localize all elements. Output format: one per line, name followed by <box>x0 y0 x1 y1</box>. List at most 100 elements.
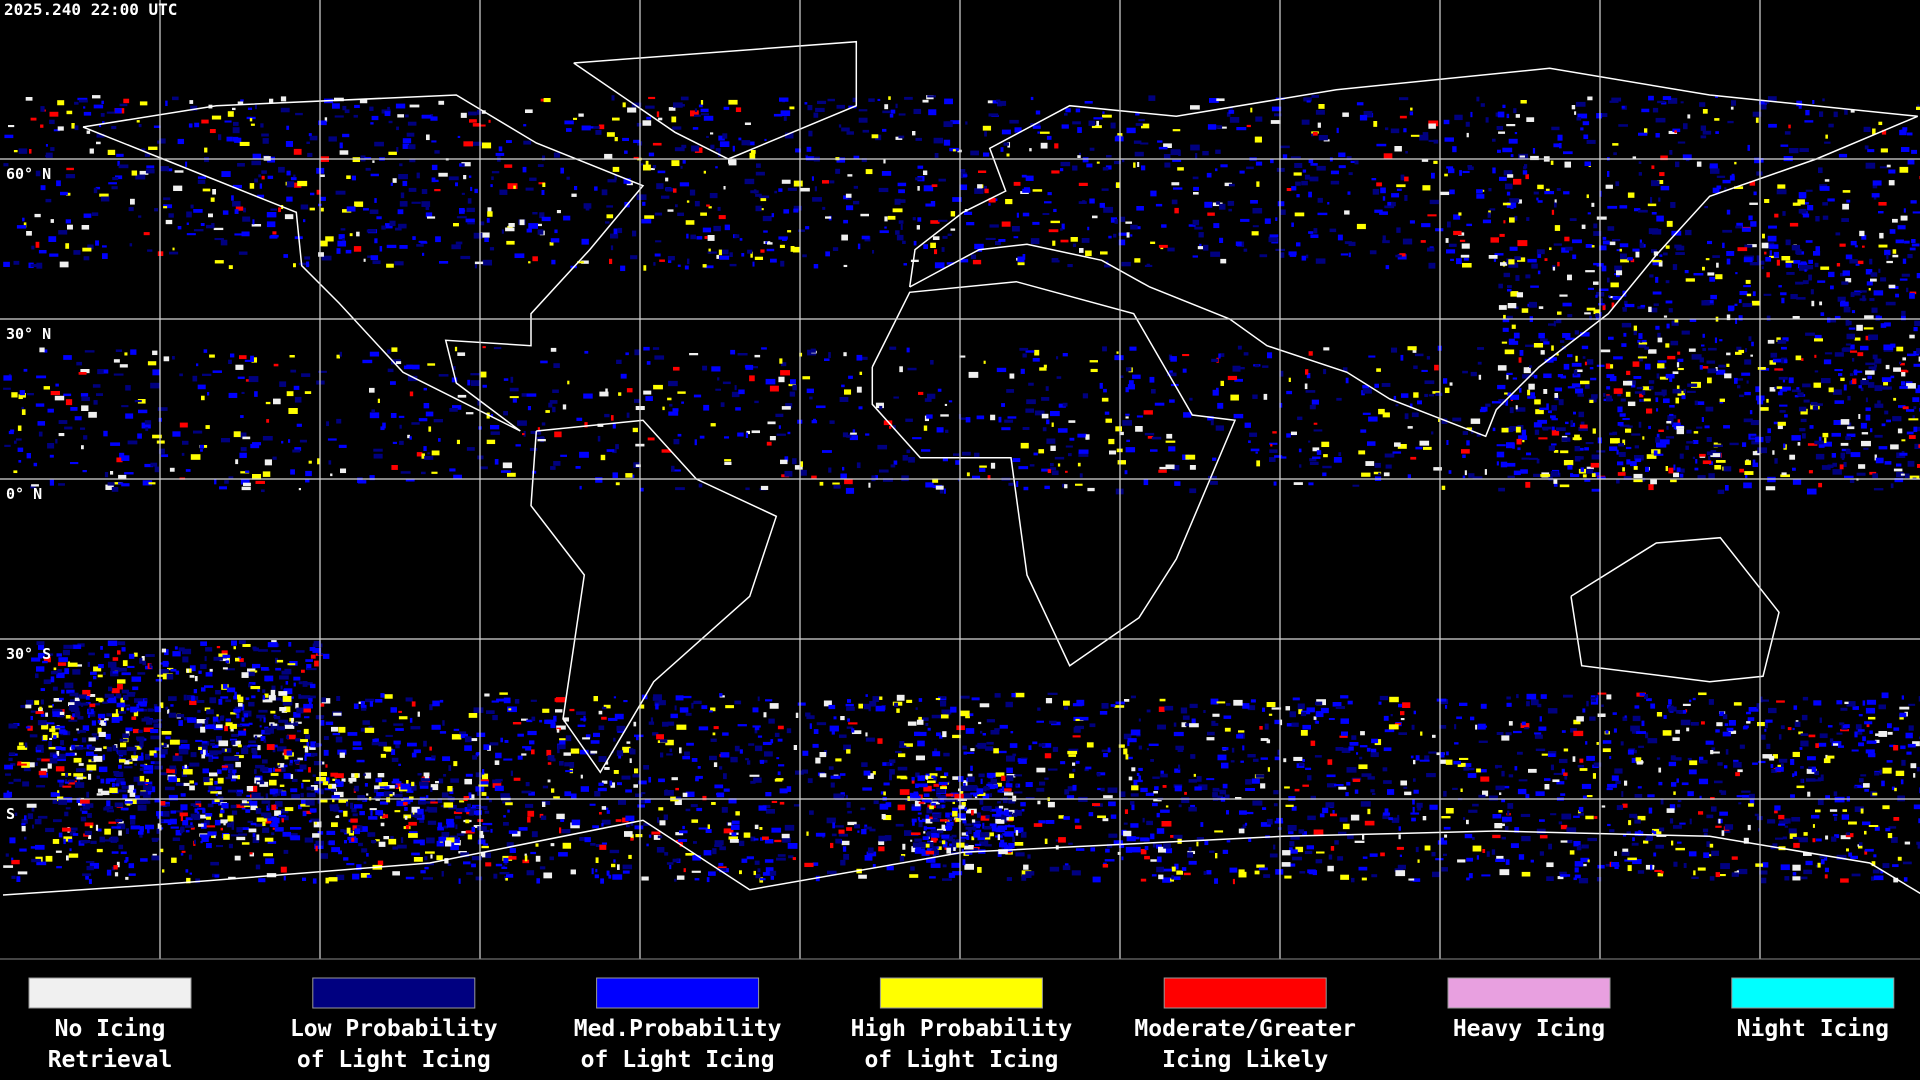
icing-pixel <box>399 424 402 429</box>
icing-pixel <box>1347 834 1354 840</box>
icing-pixel <box>1217 754 1227 761</box>
icing-pixel <box>1077 462 1081 467</box>
icing-pixel <box>802 254 807 258</box>
icing-pixel <box>858 406 863 410</box>
icing-pixel <box>1477 723 1486 730</box>
icing-pixel <box>343 857 349 861</box>
icing-pixel <box>1665 436 1675 439</box>
icing-pixel <box>865 732 868 737</box>
icing-pixel <box>113 865 118 870</box>
icing-pixel <box>142 480 153 486</box>
icing-pixel <box>946 262 954 265</box>
icing-pixel <box>1675 847 1685 851</box>
icing-pixel <box>549 856 554 861</box>
icing-pixel <box>199 444 205 449</box>
icing-pixel <box>479 221 485 226</box>
icing-pixel <box>1666 220 1673 227</box>
icing-pixel <box>210 197 215 202</box>
icing-pixel <box>1131 767 1136 772</box>
icing-pixel <box>1204 839 1209 846</box>
icing-pixel <box>1274 756 1281 761</box>
icing-pixel <box>286 170 291 176</box>
icing-pixel <box>663 814 668 820</box>
icing-pixel <box>1382 814 1390 819</box>
icing-pixel <box>16 876 21 882</box>
icing-pixel <box>1367 441 1376 446</box>
icing-pixel <box>1174 863 1179 870</box>
icing-pixel <box>842 846 847 852</box>
icing-pixel <box>370 255 379 261</box>
icing-pixel <box>1832 814 1838 817</box>
icing-pixel <box>476 109 482 115</box>
icing-pixel <box>781 362 787 367</box>
icing-pixel <box>1638 172 1642 176</box>
icing-pixel <box>390 182 393 186</box>
icing-pixel <box>1427 214 1437 217</box>
icing-pixel <box>846 706 855 711</box>
icing-pixel <box>1391 193 1400 198</box>
icing-pixel <box>345 249 352 254</box>
icing-pixel <box>1800 778 1804 783</box>
icing-pixel <box>26 453 32 459</box>
icing-pixel <box>1728 720 1736 726</box>
icing-pixel <box>111 186 118 190</box>
icing-pixel <box>585 206 590 211</box>
icing-pixel <box>1340 253 1349 256</box>
icing-pixel <box>935 767 942 771</box>
icing-pixel <box>1789 222 1799 227</box>
icing-pixel <box>71 123 75 129</box>
icing-pixel <box>1198 232 1204 238</box>
icing-pixel <box>349 233 353 237</box>
icing-pixel <box>464 736 472 743</box>
icing-pixel <box>1398 834 1401 840</box>
icing-pixel <box>1731 872 1739 877</box>
icing-pixel <box>1819 111 1824 117</box>
icing-pixel <box>879 469 889 473</box>
icing-pixel <box>929 876 936 879</box>
icing-pixel <box>85 861 95 864</box>
icing-pixel <box>536 878 540 884</box>
icing-pixel <box>165 219 173 225</box>
icing-pixel <box>1232 365 1241 372</box>
icing-pixel <box>1477 361 1482 365</box>
icing-pixel <box>1190 144 1200 151</box>
icing-pixel <box>1322 472 1327 477</box>
icing-pixel <box>1587 837 1598 842</box>
icing-pixel <box>145 824 155 830</box>
icing-pixel <box>387 368 394 373</box>
icing-pixel <box>17 761 22 766</box>
icing-pixel <box>1253 758 1259 762</box>
icing-pixel <box>1628 748 1636 751</box>
icing-pixel <box>1900 129 1905 134</box>
icing-pixel <box>1832 389 1842 395</box>
icing-pixel <box>1738 868 1748 875</box>
icing-pixel <box>1060 239 1069 243</box>
icing-pixel <box>189 100 194 104</box>
icing-pixel <box>633 749 636 754</box>
icing-pixel <box>111 851 119 854</box>
icing-pixel <box>1428 123 1436 129</box>
icing-pixel <box>1561 813 1572 820</box>
icing-pixel <box>1903 208 1906 213</box>
icing-pixel <box>565 735 572 742</box>
icing-pixel <box>194 122 200 128</box>
icing-pixel <box>1553 483 1558 487</box>
icing-pixel <box>1311 95 1319 98</box>
icing-pixel <box>836 157 846 163</box>
icing-pixel <box>1563 460 1574 466</box>
icing-pixel <box>823 700 832 707</box>
icing-pixel <box>366 874 372 878</box>
icing-pixel <box>1385 127 1389 131</box>
icing-pixel <box>1866 699 1877 705</box>
icing-pixel <box>392 441 397 445</box>
icing-pixel <box>1311 133 1314 137</box>
icing-pixel <box>1584 361 1588 366</box>
icing-pixel <box>1583 863 1587 867</box>
icing-pixel <box>77 716 84 720</box>
icing-pixel <box>409 144 416 150</box>
icing-pixel <box>1151 436 1162 440</box>
icing-pixel <box>1862 245 1865 248</box>
icing-pixel <box>18 460 22 463</box>
icing-pixel <box>1310 163 1318 166</box>
icing-pixel <box>1554 225 1561 231</box>
